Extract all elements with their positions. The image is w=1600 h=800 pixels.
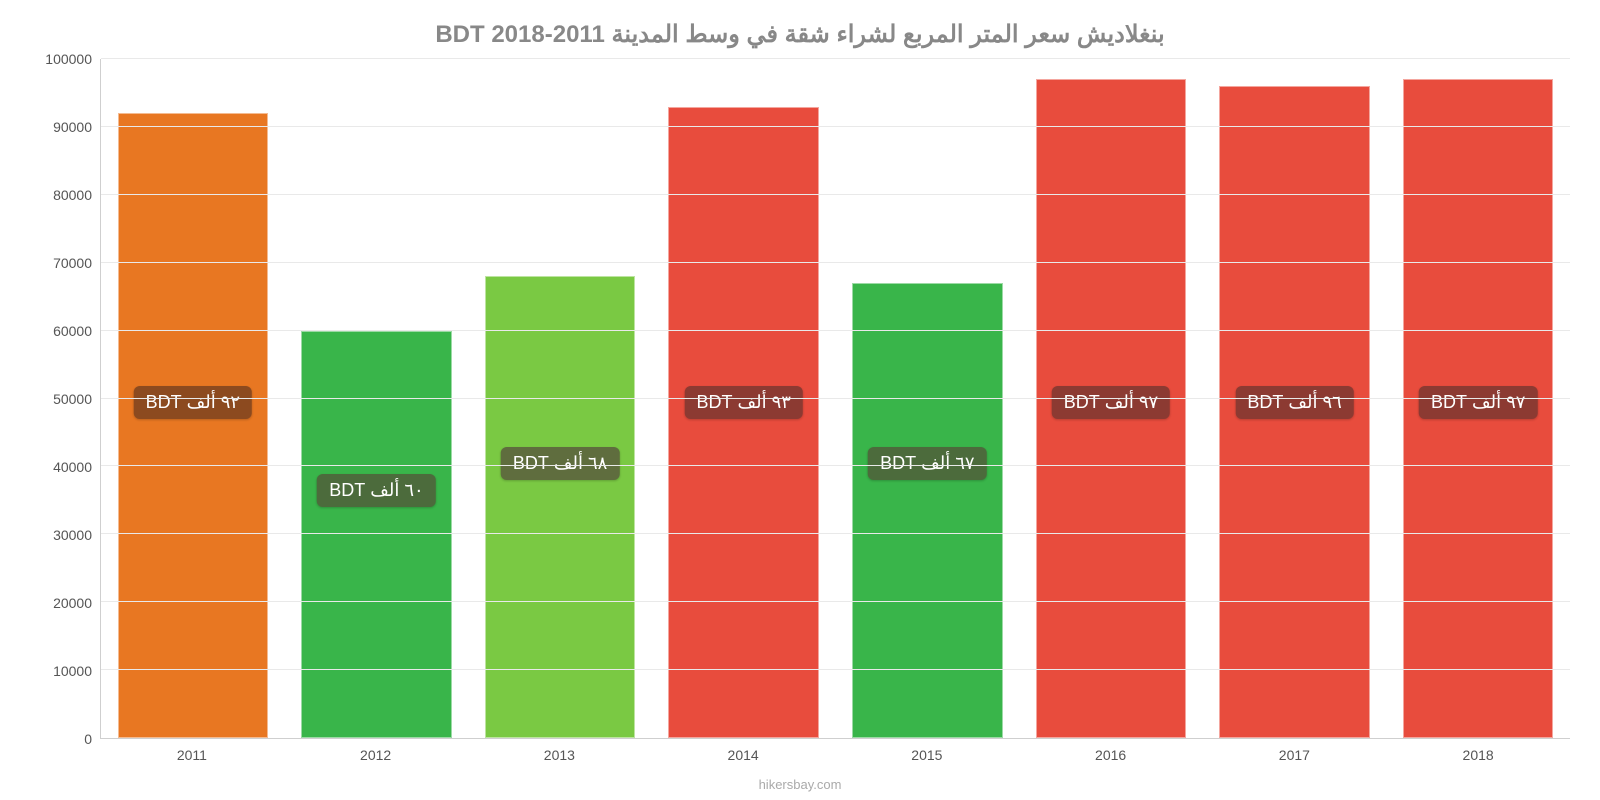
bar-value-badge: ٩٦ ألف BDT — [1235, 386, 1353, 419]
bar-value-badge: ٦٧ ألف BDT — [868, 447, 986, 480]
bar-value-badge: ٩٢ ألف BDT — [134, 386, 252, 419]
x-tick-label: 2014 — [651, 747, 835, 763]
bar — [301, 331, 452, 738]
bar-value-badge: ٩٣ ألف BDT — [684, 386, 802, 419]
bar-value-badge: ٩٧ ألف BDT — [1419, 386, 1537, 419]
y-tick-label: 20000 — [53, 595, 92, 611]
bar-slot: ٩٧ ألف BDT — [1019, 59, 1203, 738]
bar — [852, 283, 1003, 738]
bar — [485, 276, 636, 738]
bar-slot: ٦٧ ألف BDT — [836, 59, 1020, 738]
x-tick-label: 2018 — [1386, 747, 1570, 763]
y-tick-label: 60000 — [53, 323, 92, 339]
chart-container: بنغلاديش سعر المتر المربع لشراء شقة في و… — [0, 0, 1600, 800]
y-tick-label: 80000 — [53, 187, 92, 203]
y-tick-label: 30000 — [53, 527, 92, 543]
plot-row: 0100002000030000400005000060000700008000… — [30, 59, 1570, 739]
chart-title: بنغلاديش سعر المتر المربع لشراء شقة في و… — [30, 20, 1570, 49]
bar-slot: ٩٧ ألف BDT — [1386, 59, 1570, 738]
bar — [668, 107, 819, 738]
bar-value-badge: ٩٧ ألف BDT — [1052, 386, 1170, 419]
x-tick-label: 2012 — [284, 747, 468, 763]
source-text: hikersbay.com — [0, 777, 1600, 792]
bar-value-badge: ٦٠ ألف BDT — [317, 474, 435, 507]
y-tick-label: 50000 — [53, 391, 92, 407]
x-tick-label: 2017 — [1203, 747, 1387, 763]
bar — [118, 113, 269, 738]
x-tick-label: 2015 — [835, 747, 1019, 763]
x-tick-label: 2011 — [100, 747, 284, 763]
y-tick-label: 0 — [84, 731, 92, 747]
y-axis: 0100002000030000400005000060000700008000… — [30, 59, 100, 739]
y-tick-label: 100000 — [45, 51, 92, 67]
y-tick-label: 40000 — [53, 459, 92, 475]
bars-row: ٩٢ ألف BDT ٦٠ ألف BDT ٦٨ ألف BDT ٩٣ ألف BDT… — [101, 59, 1570, 738]
x-tick-label: 2013 — [468, 747, 652, 763]
y-tick-label: 70000 — [53, 255, 92, 271]
plot-area: ٩٢ ألف BDT ٦٠ ألف BDT ٦٨ ألف BDT ٩٣ ألف BDT… — [100, 59, 1570, 739]
bar-value-badge: ٦٨ ألف BDT — [501, 447, 619, 480]
x-axis: 20112012201320142015201620172018 — [100, 747, 1570, 763]
x-tick-label: 2016 — [1019, 747, 1203, 763]
y-tick-label: 10000 — [53, 663, 92, 679]
bar-slot: ٦٨ ألف BDT — [468, 59, 652, 738]
bar-slot: ٦٠ ألف BDT — [285, 59, 469, 738]
bar-slot: ٩٢ ألف BDT — [101, 59, 285, 738]
bar-slot: ٩٦ ألف BDT — [1203, 59, 1387, 738]
bar-slot: ٩٣ ألف BDT — [652, 59, 836, 738]
y-tick-label: 90000 — [53, 119, 92, 135]
